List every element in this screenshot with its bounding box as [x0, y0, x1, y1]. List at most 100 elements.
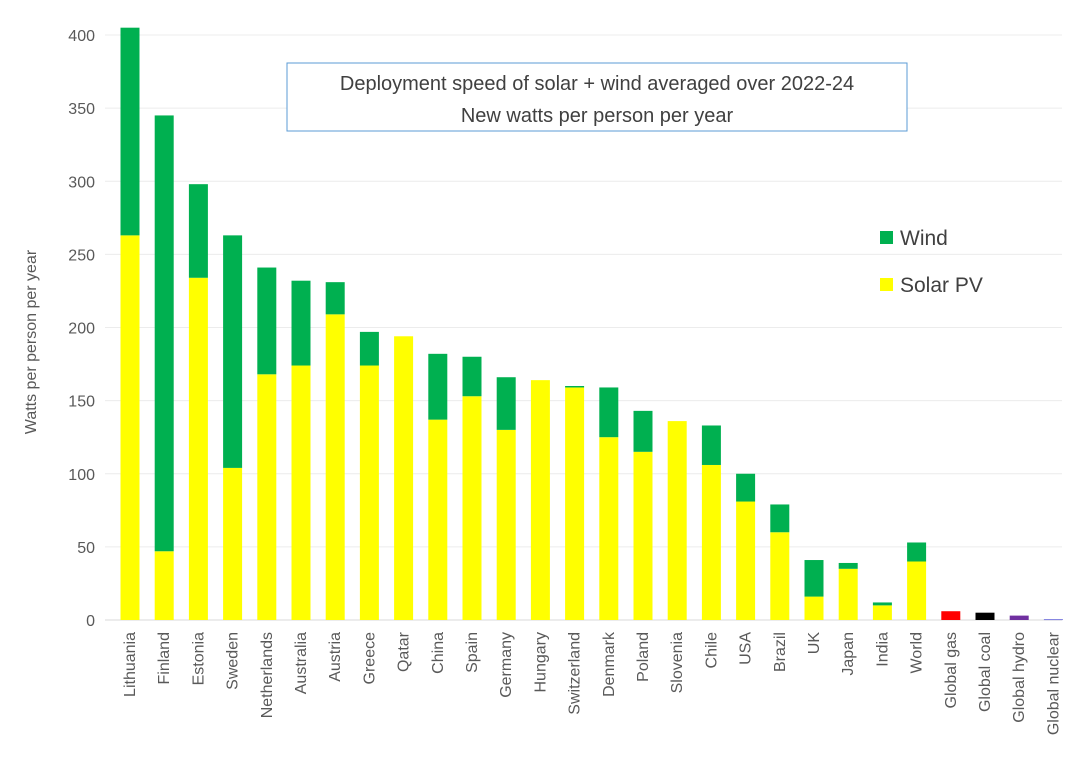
- x-tick-label: Chile: [703, 632, 720, 669]
- y-tick-labels: 0 50 100 150 200 250 300 350 400: [68, 28, 95, 630]
- bar-wind: [838, 562, 858, 569]
- bar-solar-pv: [188, 277, 208, 620]
- bar-solar-pv: [428, 419, 448, 620]
- bar-other: [941, 611, 961, 620]
- bar-wind: [257, 267, 277, 375]
- x-tick-label: Greece: [361, 632, 378, 685]
- bar-wind: [428, 353, 448, 420]
- bar-other: [975, 612, 995, 620]
- x-tick-label: Lithuania: [122, 632, 139, 697]
- bar-other: [1043, 619, 1063, 621]
- x-tick-label: Netherlands: [259, 632, 276, 718]
- legend-swatch-wind: [880, 231, 893, 244]
- bar-wind: [359, 331, 379, 366]
- x-tick-label: Austria: [327, 632, 344, 682]
- x-tick-label: Global coal: [977, 632, 994, 712]
- x-tick-labels: Lithuania Finland Estonia Sweden Netherlands…: [122, 631, 1062, 735]
- bar-wind: [736, 473, 756, 502]
- legend-label-wind: Wind: [900, 227, 948, 250]
- x-tick-label: Global hydro: [1011, 632, 1028, 723]
- x-tick-label: Sweden: [225, 632, 242, 690]
- x-tick-label: Brazil: [772, 632, 789, 672]
- y-tick-label: 50: [77, 540, 95, 557]
- bar-solar-pv: [838, 568, 858, 620]
- x-tick-label: Japan: [840, 632, 857, 676]
- x-tick-label: Poland: [635, 632, 652, 682]
- x-tick-label: Slovenia: [669, 632, 686, 693]
- legend-label-solar: Solar PV: [900, 274, 983, 297]
- x-tick-label: World: [909, 632, 926, 674]
- legend-swatch-solar: [880, 278, 893, 291]
- title-box: Deployment speed of solar + wind average…: [286, 62, 908, 132]
- bar-solar-pv: [599, 437, 619, 620]
- chart-title: Deployment speed of solar + wind average…: [340, 73, 854, 95]
- bar-solar-pv: [394, 336, 414, 620]
- bar-solar-pv: [257, 374, 277, 620]
- x-tick-label: Spain: [464, 632, 481, 673]
- y-axis-label: Watts per person per year: [23, 249, 40, 434]
- bar-wind: [291, 280, 311, 366]
- bar-wind: [701, 425, 721, 465]
- bar-solar-pv: [804, 596, 824, 620]
- y-tick-label: 400: [68, 28, 95, 45]
- bar-solar-pv: [154, 551, 174, 620]
- bar-wind: [496, 377, 516, 430]
- bar-solar-pv: [565, 387, 585, 620]
- x-tick-label: Denmark: [601, 631, 618, 697]
- bar-solar-pv: [359, 365, 379, 620]
- bar-wind: [804, 560, 824, 597]
- bar-wind: [565, 386, 585, 388]
- bar-wind: [325, 282, 345, 315]
- x-tick-label: Finland: [156, 632, 173, 684]
- bar-solar-pv: [496, 429, 516, 620]
- bar-solar-pv: [325, 314, 345, 620]
- x-tick-label: Estonia: [190, 632, 207, 685]
- bar-solar-pv: [223, 467, 243, 620]
- x-tick-label: UK: [806, 632, 823, 655]
- bar-wind: [120, 27, 140, 236]
- bar-wind: [907, 542, 927, 562]
- bar-wind: [633, 410, 653, 452]
- bar-wind: [223, 235, 243, 468]
- x-tick-label: India: [874, 632, 891, 667]
- y-tick-label: 250: [68, 247, 95, 264]
- y-tick-label: 300: [68, 174, 95, 191]
- x-tick-label: Australia: [293, 632, 310, 694]
- bar-wind: [462, 356, 482, 397]
- x-tick-label: Switzerland: [567, 632, 584, 715]
- y-tick-label: 350: [68, 101, 95, 118]
- bar-other: [1009, 615, 1029, 620]
- bars: [120, 27, 1063, 621]
- legend: Wind Solar PV: [880, 227, 983, 297]
- bar-wind: [872, 602, 892, 606]
- bar-solar-pv: [872, 605, 892, 620]
- x-tick-label: USA: [738, 632, 755, 665]
- y-tick-label: 0: [86, 613, 95, 630]
- chart-subtitle: New watts per person per year: [461, 105, 734, 127]
- x-tick-label: Global nuclear: [1045, 631, 1062, 735]
- bar-wind: [599, 387, 619, 438]
- bar-solar-pv: [907, 561, 927, 620]
- bar-wind: [770, 504, 790, 533]
- x-tick-label: Qatar: [396, 631, 413, 672]
- bar-solar-pv: [736, 501, 756, 620]
- x-tick-label: Germany: [498, 632, 515, 698]
- y-tick-label: 150: [68, 394, 95, 411]
- bar-solar-pv: [120, 235, 140, 621]
- bar-wind: [188, 184, 208, 278]
- bar-solar-pv: [770, 532, 790, 620]
- y-tick-label: 100: [68, 467, 95, 484]
- x-tick-label: China: [430, 632, 447, 674]
- bar-solar-pv: [462, 396, 482, 620]
- bar-solar-pv: [530, 380, 550, 620]
- bar-solar-pv: [291, 365, 311, 620]
- bar-solar-pv: [633, 451, 653, 620]
- bar-solar-pv: [701, 464, 721, 620]
- y-tick-label: 200: [68, 321, 95, 338]
- bar-wind: [154, 115, 174, 552]
- bar-solar-pv: [667, 421, 687, 620]
- x-tick-label: Global gas: [943, 632, 960, 709]
- x-tick-label: Hungary: [532, 632, 549, 692]
